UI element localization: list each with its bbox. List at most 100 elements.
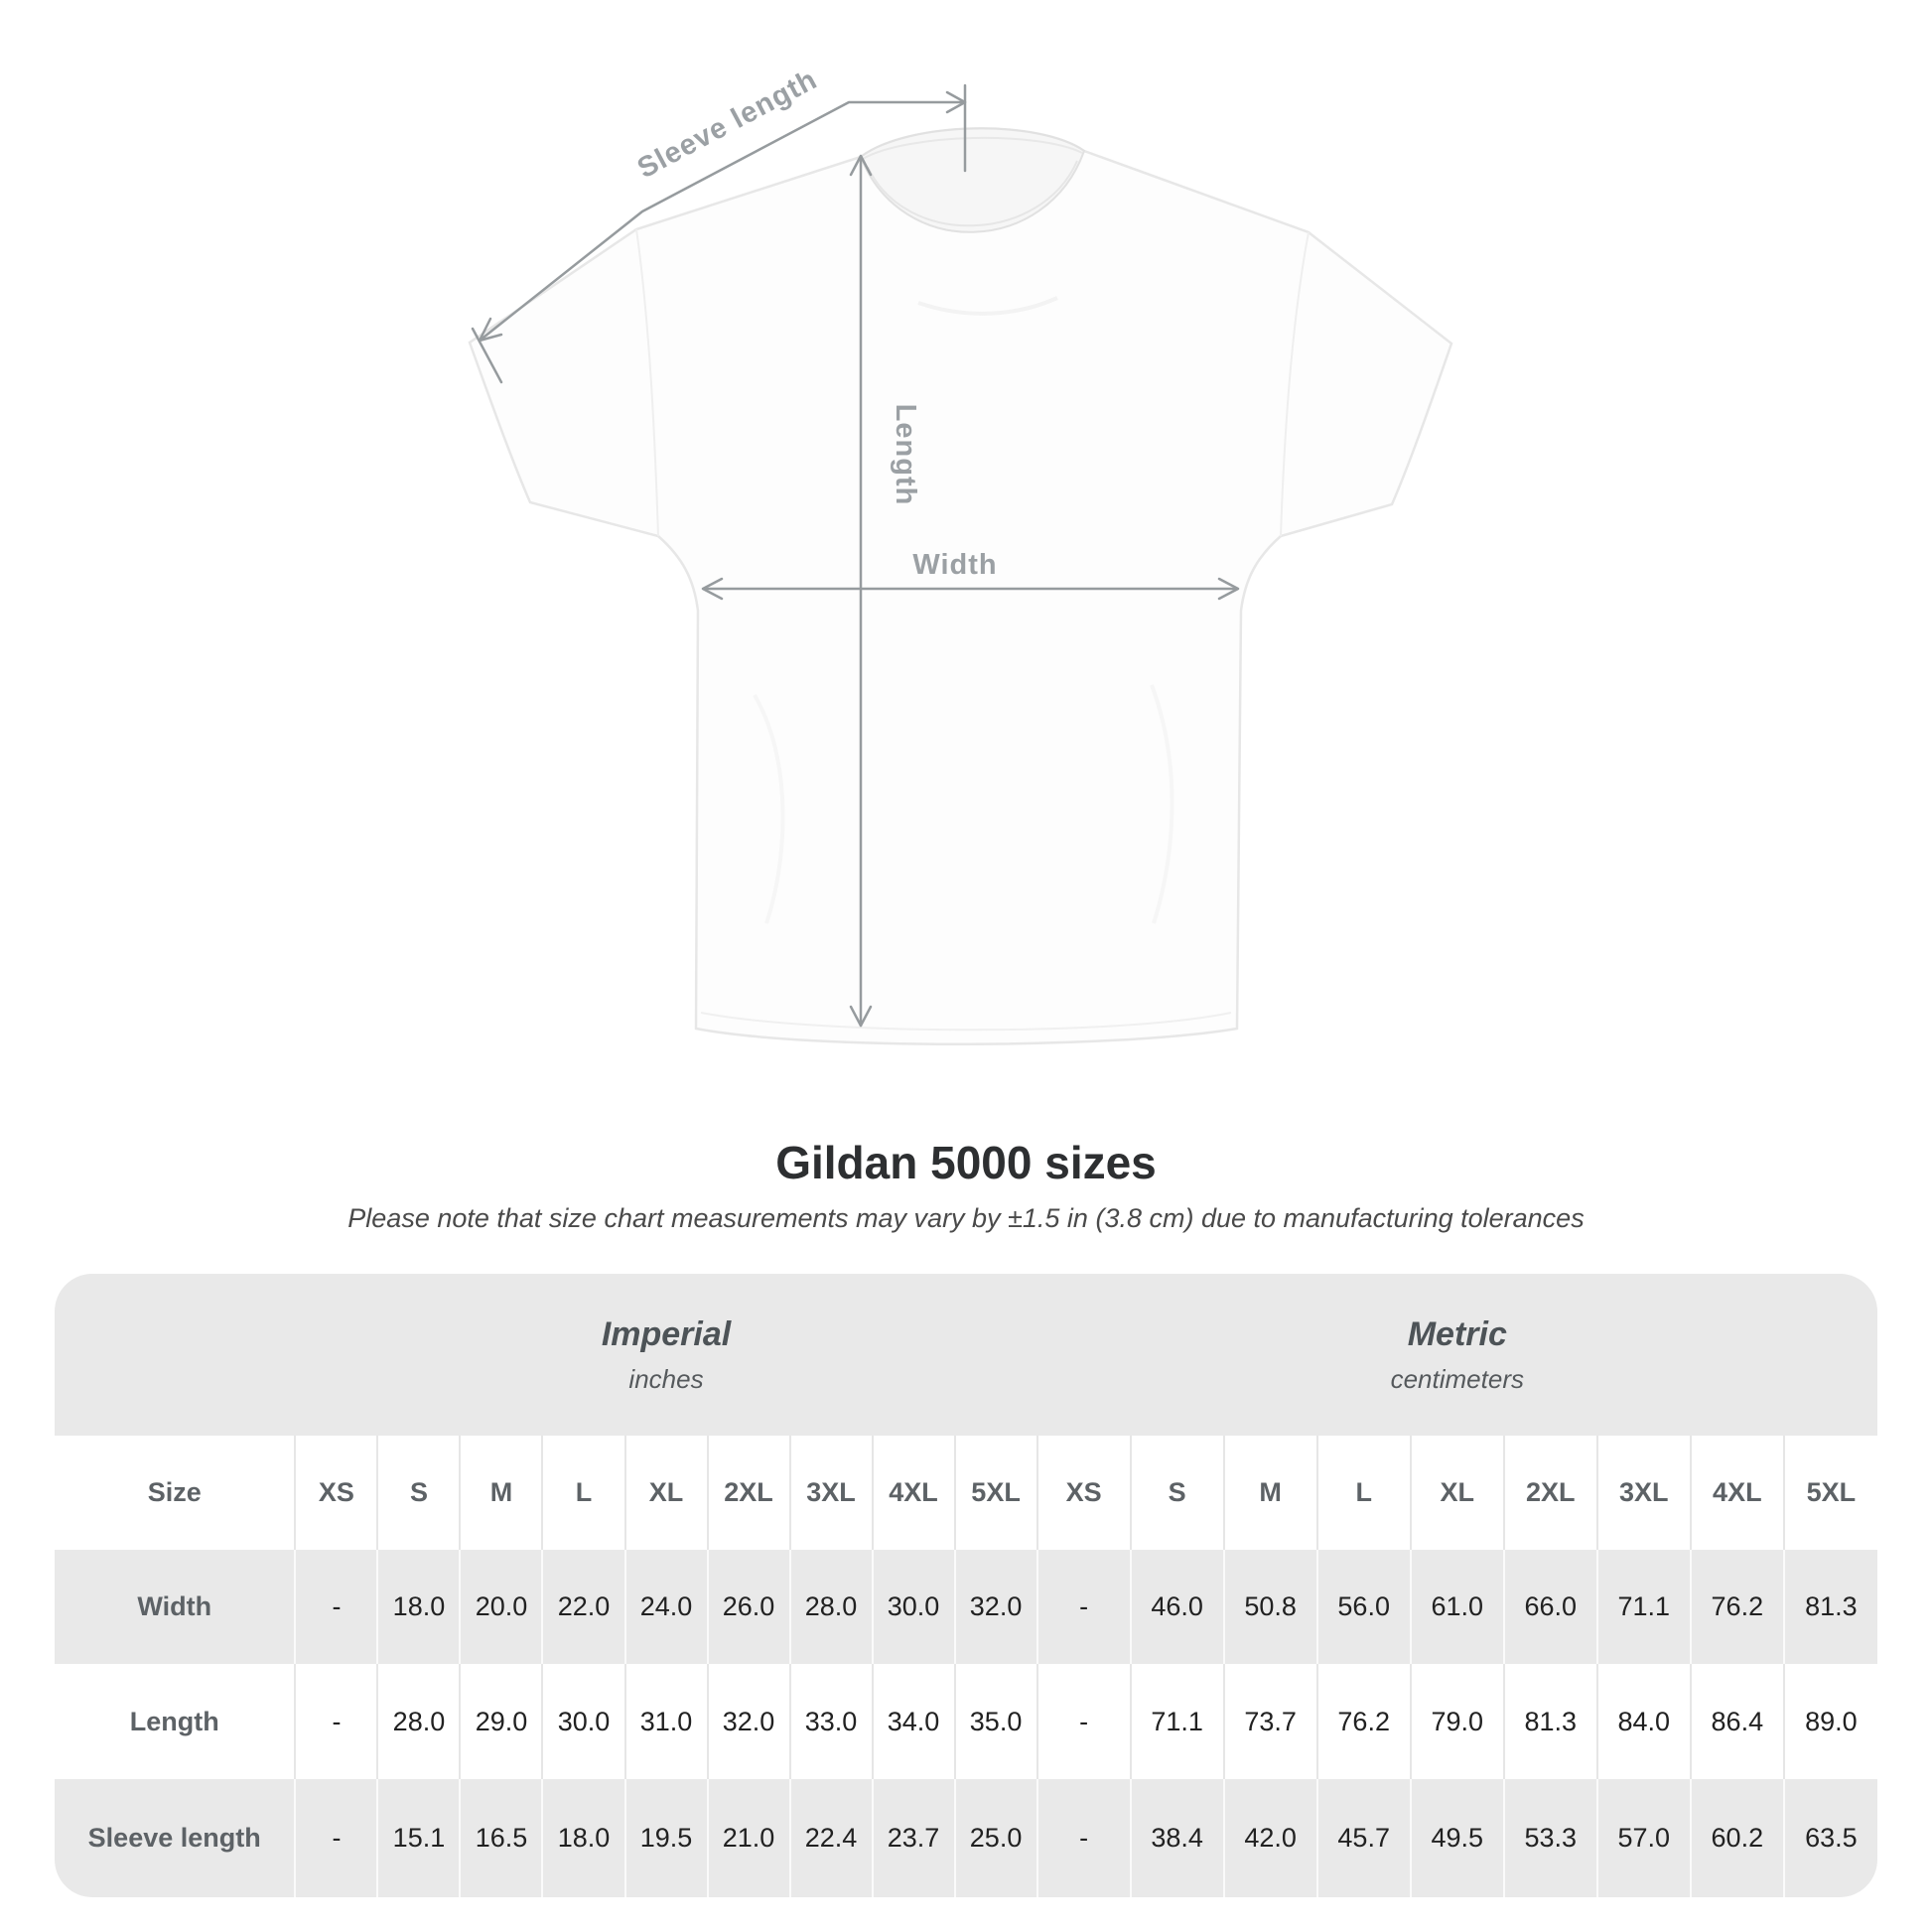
size-header-xs: XS [1035,1436,1131,1550]
data-cell: 73.7 [1222,1664,1317,1779]
data-cell: 42.0 [1222,1779,1317,1897]
data-cell: 18.0 [376,1550,461,1664]
data-cell: 76.2 [1689,1550,1784,1664]
data-cell: - [294,1779,378,1897]
tolerance-note: Please note that size chart measurements… [347,1203,1585,1233]
size-table: Imperial inches Metric centimeters Size … [55,1274,1877,1897]
tshirt-left-sleeve-seam [635,228,659,537]
data-cell: 33.0 [788,1664,873,1779]
data-cell: 22.4 [788,1779,873,1897]
size-header-l: L [1315,1436,1411,1550]
data-cell: 71.1 [1595,1550,1691,1664]
length-row: Length - 28.0 29.0 30.0 31.0 32.0 33.0 3… [55,1664,1877,1779]
data-cell: 32.0 [953,1550,1037,1664]
data-cell: 86.4 [1689,1664,1784,1779]
size-header-l: L [541,1436,625,1550]
data-cell: 46.0 [1129,1550,1224,1664]
data-cell: 61.0 [1409,1550,1504,1664]
imperial-group-header: Imperial inches [295,1274,1037,1436]
data-cell: 23.7 [871,1779,955,1897]
width-row: Width - 18.0 20.0 22.0 24.0 26.0 28.0 30… [55,1550,1877,1664]
data-cell: 26.0 [706,1550,790,1664]
data-cell: 84.0 [1595,1664,1691,1779]
tshirt-neck-opening [859,127,1086,233]
data-cell: - [294,1550,378,1664]
size-header-4xl: 4XL [1689,1436,1784,1550]
size-header-s: S [1129,1436,1224,1550]
size-chart-table: Imperial inches Metric centimeters Size … [55,1274,1877,1897]
table-corner [55,1274,296,1436]
size-header-3xl: 3XL [788,1436,873,1550]
data-cell: 57.0 [1595,1779,1691,1897]
metric-group-header: Metric centimeters [1036,1274,1877,1436]
row-label: Width [55,1550,296,1664]
data-cell: 35.0 [953,1664,1037,1779]
data-cell: 49.5 [1409,1779,1504,1897]
data-cell: 53.3 [1502,1779,1597,1897]
tshirt-back-collar-seam [862,136,1083,160]
size-header-xl: XL [623,1436,708,1550]
tshirt-hem-seam [700,1012,1232,1032]
row-label: Sleeve length [55,1779,296,1897]
data-cell: - [1035,1779,1131,1897]
size-header-m: M [459,1436,543,1550]
data-cell: 76.2 [1315,1664,1411,1779]
data-cell: - [1035,1664,1131,1779]
imperial-unit: inches [628,1363,704,1394]
size-header-5xl: 5XL [953,1436,1037,1550]
length-label: Length [890,404,921,506]
tshirt-collar-band [867,160,1078,227]
size-header-3xl: 3XL [1595,1436,1691,1550]
tshirt-wrinkle [917,296,1058,316]
data-cell: 45.7 [1315,1779,1411,1897]
data-cell: 28.0 [788,1550,873,1664]
data-cell: 79.0 [1409,1664,1504,1779]
data-cell: 21.0 [706,1779,790,1897]
data-cell: 29.0 [459,1664,543,1779]
tshirt-wrinkle [1150,684,1174,924]
data-cell: 22.0 [541,1550,625,1664]
data-cell: 81.3 [1782,1550,1877,1664]
data-cell: 19.5 [623,1779,708,1897]
size-header-xs: XS [294,1436,378,1550]
data-cell: 16.5 [459,1779,543,1897]
data-cell: 24.0 [623,1550,708,1664]
sleeve-length-arrow [471,83,967,384]
length-arrow [849,154,873,1028]
size-header-m: M [1222,1436,1317,1550]
metric-label: Metric [1407,1314,1507,1353]
data-cell: 56.0 [1315,1550,1411,1664]
metric-unit: centimeters [1390,1363,1524,1394]
tshirt-wrinkle [753,694,785,924]
size-header-row: Size XS S M L XL 2XL 3XL 4XL 5XL XS S M … [55,1436,1877,1550]
size-header-xl: XL [1409,1436,1504,1550]
data-cell: 25.0 [953,1779,1037,1897]
data-cell: 81.3 [1502,1664,1597,1779]
size-header-4xl: 4XL [871,1436,955,1550]
data-cell: 28.0 [376,1664,461,1779]
width-arrow [701,577,1240,601]
size-header-s: S [376,1436,461,1550]
size-header-2xl: 2XL [1502,1436,1597,1550]
data-cell: 31.0 [623,1664,708,1779]
tshirt-body [468,127,1453,1045]
size-header-5xl: 5XL [1782,1436,1877,1550]
size-header-2xl: 2XL [706,1436,790,1550]
data-cell: 15.1 [376,1779,461,1897]
sleeve-length-row: Sleeve length - 15.1 16.5 18.0 19.5 21.0… [55,1779,1877,1897]
row-label: Length [55,1664,296,1779]
data-cell: 32.0 [706,1664,790,1779]
data-cell: 60.2 [1689,1779,1784,1897]
data-cell: 20.0 [459,1550,543,1664]
data-cell: 63.5 [1782,1779,1877,1897]
width-label: Width [912,549,997,581]
data-cell: 18.0 [541,1779,625,1897]
tshirt-right-sleeve-seam [1280,231,1310,537]
data-cell: - [294,1664,378,1779]
page-title: Gildan 5000 sizes [775,1137,1157,1188]
data-cell: 30.0 [541,1664,625,1779]
unit-group-row: Imperial inches Metric centimeters [55,1274,1877,1436]
tshirt-illustration [468,127,1453,1045]
tshirt-measurement-diagram: Sleeve length Length Width [468,64,1453,1045]
